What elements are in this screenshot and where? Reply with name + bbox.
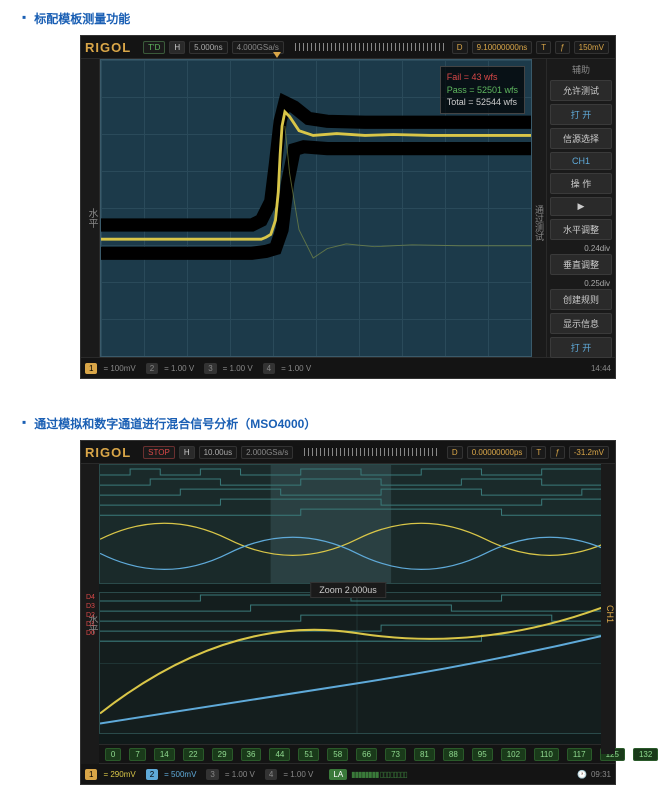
num-chip: 110: [534, 748, 559, 761]
ch2-scale: = 1.00 V: [164, 364, 194, 373]
num-chip: 29: [212, 748, 233, 761]
digital-value-row: ◄ 0 7 14 22 29 36 44 51 58 66 73 81 88 9…: [81, 744, 615, 763]
timebase-value[interactable]: 10.00us: [199, 446, 237, 459]
waveform-plot-1[interactable]: Fail = 43 wfs Pass = 52501 wfs Total = 5…: [100, 59, 532, 357]
la-chip[interactable]: LA: [329, 769, 347, 780]
num-chip: 73: [385, 748, 406, 761]
num-chip: 0: [105, 748, 121, 761]
v-adjust-button[interactable]: 垂直调整: [550, 254, 612, 275]
allow-test-button[interactable]: 允许测试: [550, 80, 612, 101]
play-button[interactable]: ▶: [550, 197, 612, 216]
clock-time: 14:44: [591, 364, 611, 373]
ch1-chip[interactable]: 1: [85, 363, 97, 374]
ch1-scale: = 290mV: [103, 770, 135, 779]
zoom-plot[interactable]: D4 D3 D2 D1 D0: [99, 592, 615, 734]
operate-button[interactable]: 操 作: [550, 173, 612, 194]
num-chip: 22: [183, 748, 204, 761]
trigger-value[interactable]: 150mV: [574, 41, 609, 54]
h-adjust-value: 0.24div: [550, 243, 612, 254]
ch3-chip[interactable]: 3: [206, 769, 218, 780]
test-side-label: 通过测试: [532, 59, 546, 357]
open-button-1[interactable]: 打 开: [550, 104, 612, 125]
show-info-button[interactable]: 显示信息: [550, 313, 612, 334]
ch4-scale: = 1.00 V: [283, 770, 313, 779]
fail-count: Fail = 43 wfs: [447, 71, 518, 84]
pass-fail-stats: Fail = 43 wfs Pass = 52501 wfs Total = 5…: [440, 66, 525, 114]
ch3-scale: = 1.00 V: [225, 770, 255, 779]
sample-rate: 2.000GSa/s: [241, 446, 293, 459]
ch2-chip[interactable]: 2: [146, 769, 158, 780]
oscilloscope-1: RIGOL T'D H 5.000ns 4.000GSa/s D 9.10000…: [80, 35, 616, 379]
overview-plot[interactable]: [99, 464, 615, 584]
num-chip: 88: [443, 748, 464, 761]
num-chip: 66: [356, 748, 377, 761]
num-chip: 102: [501, 748, 526, 761]
num-chip: 44: [269, 748, 290, 761]
vertical-side-label: 水平: [81, 59, 100, 357]
trigger-value[interactable]: -31.2mV: [569, 446, 609, 459]
ch3-chip[interactable]: 3: [204, 363, 216, 374]
mode-chip-stop[interactable]: STOP: [143, 446, 175, 459]
create-rule-button[interactable]: 创建规则: [550, 289, 612, 310]
envelope-top: [101, 102, 531, 225]
num-chip: 132: [633, 748, 658, 761]
ch1-chip[interactable]: 1: [85, 769, 97, 780]
d-label: D: [447, 446, 463, 459]
v-adjust-value: 0.25div: [550, 278, 612, 289]
zoom-label: Zoom 2.000us: [310, 582, 386, 598]
h-adjust-button[interactable]: 水平调整: [550, 219, 612, 240]
num-chip: 14: [154, 748, 175, 761]
topbar-2: RIGOL STOP H 10.00us 2.000GSa/s D 0.0000…: [81, 441, 615, 464]
ch1-scale: = 100mV: [103, 364, 135, 373]
t-label: T: [536, 41, 551, 54]
ch3-scale: = 1.00 V: [223, 364, 253, 373]
num-chip: 95: [472, 748, 493, 761]
brand-logo: RIGOL: [85, 445, 131, 460]
ch4-chip[interactable]: 4: [265, 769, 277, 780]
trigger-edge-icon: ƒ: [555, 41, 569, 54]
assist-label: 辅助: [550, 63, 612, 76]
ch4-scale: = 1.00 V: [281, 364, 311, 373]
overview-svg: [100, 465, 614, 583]
num-chip: 7: [129, 748, 145, 761]
num-chip: 81: [414, 748, 435, 761]
ch2-chip[interactable]: 2: [146, 363, 158, 374]
oscilloscope-2: RIGOL STOP H 10.00us 2.000GSa/s D 0.0000…: [80, 440, 616, 785]
bottombar-1: 1 = 100mV 2 = 1.00 V 3 = 1.00 V 4 = 1.00…: [81, 357, 615, 378]
t-label: T: [531, 446, 546, 459]
mixed-signal-view: 水平 Zoom 2.000us: [81, 464, 615, 744]
delay-value[interactable]: 0.00000000ps: [467, 446, 528, 459]
digital-channel-labels: D4 D3 D2 D1 D0: [86, 593, 95, 638]
envelope-bot: [101, 147, 531, 254]
ch4-chip[interactable]: 4: [263, 363, 275, 374]
section2-title: 通过模拟和数字通道进行混合信号分析（MSO4000）: [34, 415, 316, 432]
source-select-button[interactable]: 信源选择: [550, 128, 612, 149]
section1-title: 标配模板测量功能: [34, 10, 130, 27]
pass-count: Pass = 52501 wfs: [447, 84, 518, 97]
bottombar-2: 1 = 290mV 2 = 500mV 3 = 1.00 V 4 = 1.00 …: [81, 763, 615, 784]
total-count: Total = 52544 wfs: [447, 96, 518, 109]
zoom-svg: [100, 593, 614, 734]
memory-bar-icon: [292, 43, 444, 51]
ch-side-label: CH1: [601, 464, 615, 754]
num-chip: 36: [241, 748, 262, 761]
num-chip: 117: [567, 748, 592, 761]
trigger-edge-icon: ƒ: [550, 446, 564, 459]
la-bits-icon: ▮▮▮▮▮▮▮▮ ▯▯▯▯▯▯▯▯: [351, 770, 407, 779]
open-button-2[interactable]: 打 开: [550, 337, 612, 358]
num-chip: 58: [327, 748, 348, 761]
clock-time: 09:31: [591, 770, 611, 779]
h-label: H: [179, 446, 195, 459]
bullet-dot: ▪: [22, 10, 26, 27]
trigger-marker-icon: [273, 52, 281, 58]
side-menu: 辅助 允许测试 打 开 信源选择 CH1 操 作 ▶ 水平调整 0.24div …: [546, 59, 615, 357]
zoom-window-highlight: [271, 465, 391, 583]
clock-icon: 🕐: [577, 770, 587, 779]
bullet-dot: ▪: [22, 415, 26, 432]
ch2-scale: = 500mV: [164, 770, 196, 779]
num-chip: 51: [298, 748, 319, 761]
memory-bar-icon: [301, 448, 439, 456]
ch1-select[interactable]: CH1: [550, 152, 612, 170]
